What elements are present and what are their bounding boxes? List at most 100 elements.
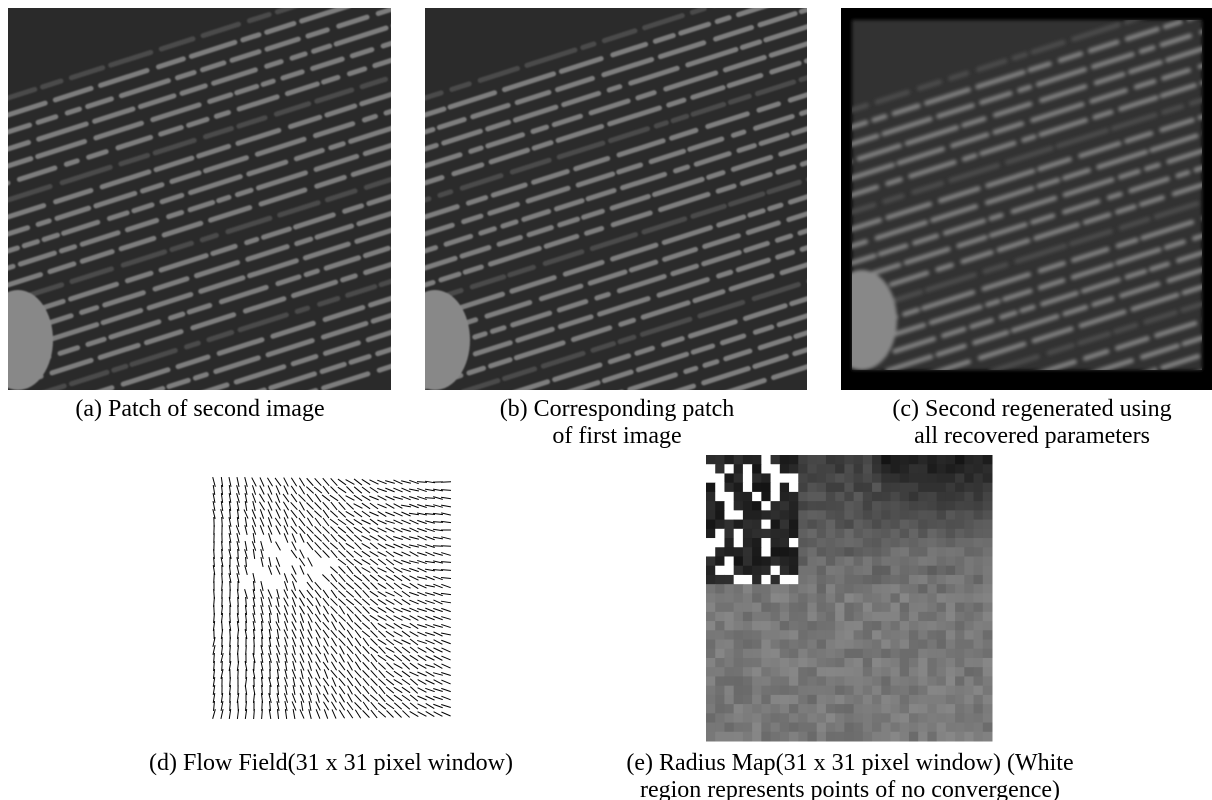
radius-cell: [706, 520, 716, 530]
radius-cell: [881, 695, 891, 705]
radius-cell: [807, 630, 817, 640]
flow-vector: [370, 528, 379, 533]
flow-vector: [394, 655, 402, 661]
radius-cell: [863, 621, 873, 631]
radius-cell: [807, 483, 817, 493]
flow-vector: [316, 701, 320, 710]
radius-cell: [807, 584, 817, 594]
flow-vector: [441, 570, 451, 571]
flow-vector: [252, 478, 257, 487]
radius-cell: [706, 649, 716, 659]
radius-cell: [789, 621, 799, 631]
radius-cell: [817, 510, 827, 520]
flow-vector: [401, 624, 410, 628]
radius-cell: [881, 658, 891, 668]
radius-cell: [881, 640, 891, 650]
flow-vector: [291, 478, 296, 486]
radius-cell: [807, 547, 817, 557]
radius-cell: [900, 455, 910, 465]
radius-cell: [798, 723, 808, 733]
flow-vector: [355, 542, 362, 549]
radius-cell: [835, 556, 845, 566]
radius-cell: [964, 612, 974, 622]
radius-cell: [872, 556, 882, 566]
radius-cell: [881, 676, 891, 686]
flow-vector: [332, 677, 336, 686]
radius-cell: [789, 566, 799, 576]
radius-cell: [918, 686, 928, 696]
radius-cell: [974, 529, 984, 539]
radius-cell: [761, 473, 771, 483]
radius-cell: [761, 630, 771, 640]
radius-cell: [891, 630, 901, 640]
radius-cell: [798, 492, 808, 502]
radius-cell: [983, 510, 993, 520]
radius-cell: [927, 593, 937, 603]
flow-vector: [363, 606, 370, 613]
radius-cell: [761, 686, 771, 696]
radius-cell: [909, 630, 919, 640]
radius-cell: [734, 584, 744, 594]
radius-cell: [909, 640, 919, 650]
radius-cell: [872, 630, 882, 640]
radius-cell: [964, 529, 974, 539]
radius-cell: [789, 501, 799, 511]
radius-cell: [964, 556, 974, 566]
text-stroke: [400, 205, 419, 211]
flow-vector: [362, 511, 370, 517]
radius-cell: [761, 566, 771, 576]
flow-vector: [292, 533, 296, 542]
text-stroke: [134, 434, 180, 449]
radius-cell: [937, 640, 947, 650]
radius-cell: [771, 713, 781, 723]
flow-vector: [338, 615, 345, 622]
radius-cell: [780, 640, 790, 650]
flow-vector: [441, 633, 451, 635]
radius-cell: [872, 538, 882, 548]
radius-cell: [798, 704, 808, 714]
radius-cell: [817, 556, 827, 566]
radius-cell: [761, 658, 771, 668]
radius-cell: [817, 630, 827, 640]
flow-vector: [276, 493, 280, 502]
flow-vector: [252, 485, 255, 494]
flow-vector: [418, 680, 427, 685]
text-stroke: [77, 423, 107, 433]
flow-vector: [386, 575, 395, 580]
radius-cell: [798, 695, 808, 705]
flow-vector: [291, 494, 297, 502]
flow-vector: [362, 631, 370, 637]
radius-cell: [900, 547, 910, 557]
radius-cell: [761, 593, 771, 603]
radius-cell: [734, 538, 744, 548]
radius-cell: [752, 483, 762, 493]
radius-cell: [900, 704, 910, 714]
radius-cell: [909, 575, 919, 585]
flow-vector: [338, 559, 346, 565]
flow-vector: [316, 637, 320, 646]
radius-cell: [937, 529, 947, 539]
radius-cell: [844, 593, 854, 603]
flow-vector: [332, 694, 337, 703]
radius-cell: [817, 649, 827, 659]
radius-cell: [780, 723, 790, 733]
radius-cell: [918, 584, 928, 594]
radius-cell: [771, 704, 781, 714]
radius-cell: [724, 667, 734, 677]
radius-cell: [964, 658, 974, 668]
radius-cell: [937, 649, 947, 659]
radius-cell: [780, 566, 790, 576]
radius-cell: [807, 566, 817, 576]
radius-cell: [706, 723, 716, 733]
flow-vector: [315, 518, 321, 526]
text-stroke: [452, 471, 480, 480]
radius-cell: [946, 547, 956, 557]
radius-cell: [854, 510, 864, 520]
radius-cell: [946, 538, 956, 548]
flow-vector: [441, 617, 451, 620]
radius-cell: [881, 492, 891, 502]
text-stroke: [358, 0, 397, 3]
radius-cell: [946, 695, 956, 705]
flow-vector: [331, 534, 337, 542]
flow-vector: [385, 512, 394, 516]
